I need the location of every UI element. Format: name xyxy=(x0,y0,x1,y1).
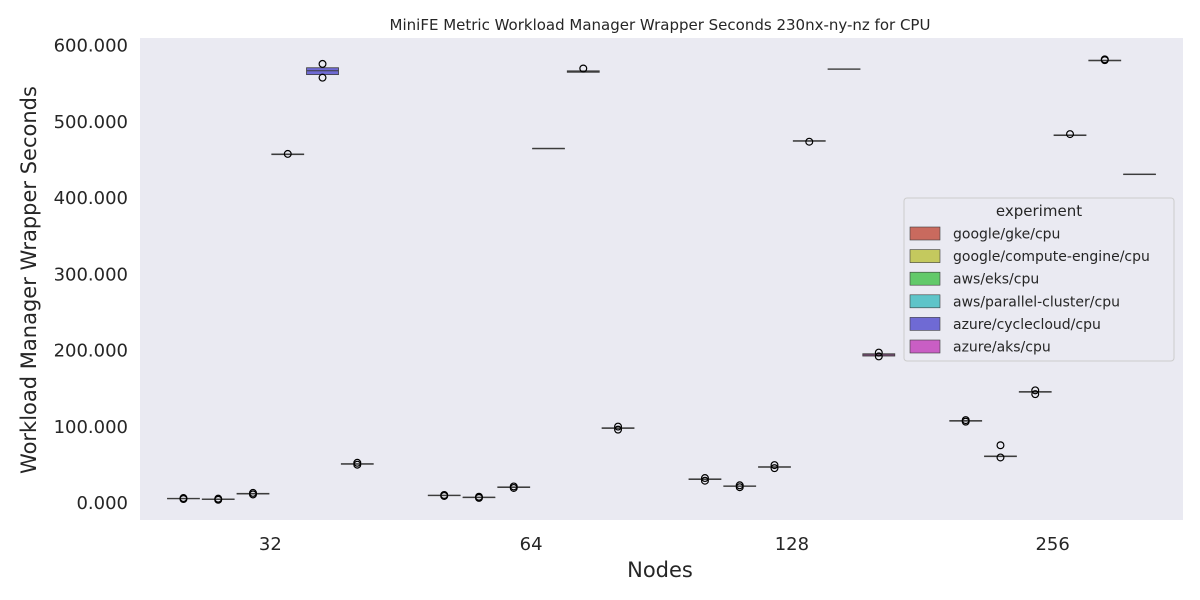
outlier-point xyxy=(770,461,779,470)
outlier-point xyxy=(283,149,292,158)
y-axis-ticks: 0.000 100.000 200.000 300.000 400.000 500.000… xyxy=(54,36,128,515)
legend: experiment google/gke/cpu google/compute-… xyxy=(903,197,1175,362)
outlier-point xyxy=(318,73,327,82)
y-tick-label: 500.000 xyxy=(54,112,128,133)
outlier-point xyxy=(735,481,744,490)
legend-title: experiment xyxy=(996,202,1082,220)
outlier-point xyxy=(961,416,970,425)
outlier-point xyxy=(700,474,709,483)
outlier-point xyxy=(1031,386,1040,395)
outlier-point xyxy=(179,494,188,503)
legend-swatch xyxy=(909,294,941,309)
legend-label: azure/cyclecloud/cpu xyxy=(953,317,1101,333)
x-axis-ticks: 32 64 128 256 xyxy=(259,534,1070,555)
outlier-point xyxy=(614,422,623,431)
outlier-point xyxy=(248,488,257,497)
legend-swatch xyxy=(909,226,941,241)
y-axis-label: Workload Manager Wrapper Seconds xyxy=(17,86,41,474)
outlier-point xyxy=(700,476,709,485)
outlier-point xyxy=(440,490,449,499)
x-tick-label: 128 xyxy=(775,534,809,555)
legend-swatch xyxy=(909,271,941,286)
outlier-point xyxy=(1066,130,1075,139)
legend-label: aws/eks/cpu xyxy=(953,272,1039,288)
x-tick-label: 256 xyxy=(1035,534,1069,555)
outlier-point xyxy=(353,458,362,467)
y-tick-label: 400.000 xyxy=(54,188,128,209)
y-tick-label: 300.000 xyxy=(54,264,128,285)
y-tick-label: 100.000 xyxy=(54,417,128,438)
x-axis-label: Nodes xyxy=(627,558,693,582)
outlier-point xyxy=(614,425,623,434)
legend-swatch xyxy=(909,249,941,263)
outlier-point xyxy=(996,453,1005,462)
outlier-point xyxy=(805,137,814,146)
chart-marks xyxy=(167,55,1156,504)
outlier-point xyxy=(874,352,883,361)
outlier-point xyxy=(874,348,883,357)
outlier-point xyxy=(214,494,223,503)
chart-title: MiniFE Metric Workload Manager Wrapper S… xyxy=(390,16,931,34)
outlier-point xyxy=(318,59,327,68)
outlier-point xyxy=(1031,390,1040,399)
legend-label: google/gke/cpu xyxy=(953,227,1060,243)
outlier-point xyxy=(509,482,518,491)
x-tick-label: 32 xyxy=(259,534,282,555)
y-tick-label: 200.000 xyxy=(54,341,128,362)
legend-swatch xyxy=(909,317,941,331)
y-tick-label: 600.000 xyxy=(54,36,128,57)
legend-swatch xyxy=(909,339,941,354)
x-tick-label: 64 xyxy=(520,534,543,555)
legend-label: azure/aks/cpu xyxy=(953,340,1051,356)
outlier-point xyxy=(474,492,483,501)
legend-items: google/gke/cpu google/compute-engine/cpu a… xyxy=(909,226,1150,356)
legend-label: google/compute-engine/cpu xyxy=(953,249,1150,265)
outlier-point xyxy=(1100,55,1109,64)
outlier-point xyxy=(770,464,779,473)
y-tick-label: 0.000 xyxy=(76,493,128,514)
outlier-point xyxy=(579,64,588,73)
legend-label: aws/parallel-cluster/cpu xyxy=(953,294,1120,310)
legend-box xyxy=(903,197,1175,362)
outlier-point xyxy=(996,441,1005,450)
